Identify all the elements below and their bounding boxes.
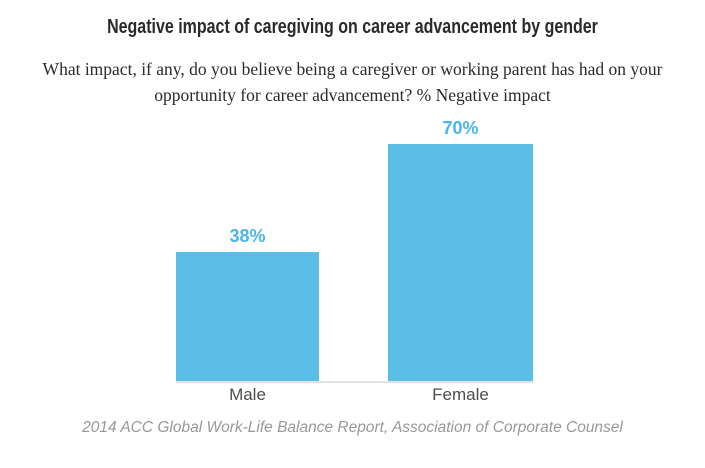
value-label-female: 70% <box>442 118 479 138</box>
bar-male <box>176 252 319 381</box>
value-label-male: 38% <box>229 226 266 246</box>
chart-subtitle-line-1: What impact, if any, do you believe bein… <box>42 59 663 79</box>
source-citation: 2014 ACC Global Work-Life Balance Report… <box>82 419 623 436</box>
chart-title: Negative impact of caregiving on career … <box>107 16 598 38</box>
chart-subtitle: What impact, if any, do you believe bein… <box>0 56 705 108</box>
chart-subtitle-line-2: opportunity for career advancement? % Ne… <box>154 85 551 105</box>
bar-female <box>388 144 533 381</box>
axis-label-male: Male <box>229 385 266 404</box>
axis-label-female: Female <box>432 385 489 404</box>
x-axis-line <box>176 381 533 383</box>
